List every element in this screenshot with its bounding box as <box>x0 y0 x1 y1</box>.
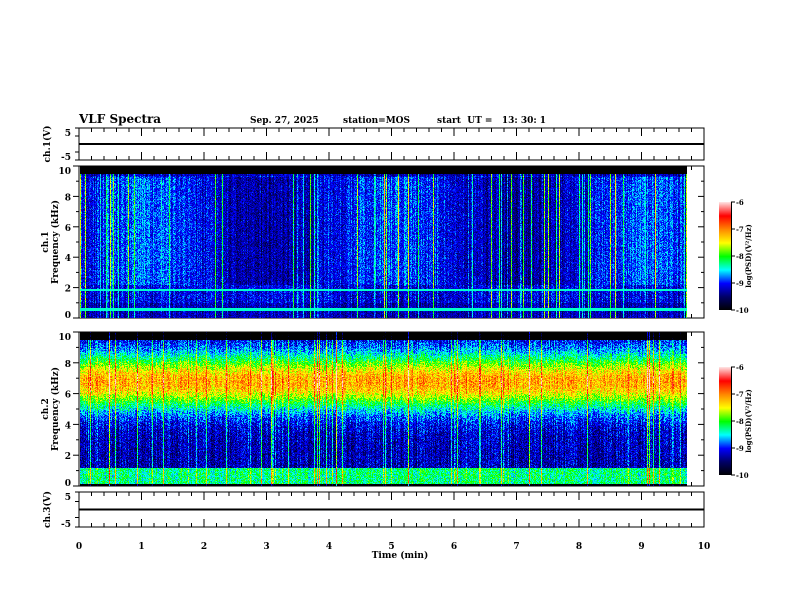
x-tick-label: 8 <box>576 542 582 552</box>
colorbar-tick-label: -6 <box>736 363 744 372</box>
y-tick-label: 5 <box>65 493 71 503</box>
ch1-colorbar <box>719 202 731 310</box>
y-tick-label: 10 <box>58 333 71 343</box>
y-tick-label: 2 <box>65 285 71 295</box>
start-time-label: start UT = 13: 30: 1 <box>437 116 546 126</box>
colorbar-tick-label: -9 <box>736 279 744 288</box>
y-axis-label: Frequency (kHz) <box>50 367 61 451</box>
x-tick-label: 4 <box>326 542 332 552</box>
y-axis-label: ch.1(V) <box>42 126 53 163</box>
ch1-spectrogram <box>80 166 694 318</box>
x-tick-label: 10 <box>698 542 711 552</box>
x-tick-label: 2 <box>201 542 207 552</box>
y-tick-label: 0 <box>65 479 71 489</box>
colorbar-tick-label: -8 <box>736 417 744 426</box>
figure-title: VLF Spectra <box>78 112 161 126</box>
colorbar-label: log(PSD)(V²/Hz) <box>744 224 753 288</box>
x-tick-label: 3 <box>263 542 269 552</box>
y-tick-label: 4 <box>65 421 71 431</box>
y-tick-label: 4 <box>65 254 71 264</box>
y-tick-label: 8 <box>65 360 71 370</box>
x-tick-label: 0 <box>76 542 82 552</box>
colorbar-tick-label: -8 <box>736 252 744 261</box>
colorbar-tick-label: -7 <box>736 225 744 234</box>
colorbar-tick-label: -6 <box>736 198 744 207</box>
x-tick-label: 7 <box>513 542 519 552</box>
colorbar-label: log(PSD)(V²/Hz) <box>744 389 753 453</box>
y-axis-label: Frequency (kHz) <box>50 200 61 284</box>
colorbar-tick-label: -9 <box>736 444 744 453</box>
x-tick-label: 1 <box>138 542 144 552</box>
colorbar-tick-label: -10 <box>736 471 749 480</box>
y-tick-label: -5 <box>61 520 71 530</box>
y-tick-label: 6 <box>65 224 71 234</box>
y-tick-label: 8 <box>65 193 71 203</box>
date-label: Sep. 27, 2025 <box>250 116 319 126</box>
y-tick-label: 10 <box>58 167 71 177</box>
ch2-spectrogram <box>80 332 694 486</box>
station-label: station=MOS <box>343 116 410 126</box>
y-axis-label-channel: ch.2 <box>41 398 51 419</box>
y-axis-label-channel: ch.1 <box>41 231 51 252</box>
y-tick-label: 6 <box>65 391 71 401</box>
x-tick-label: 5 <box>388 542 394 552</box>
y-axis-label: ch.3(V) <box>42 491 53 528</box>
x-tick-label: 6 <box>451 542 457 552</box>
x-tick-label: 9 <box>638 542 644 552</box>
y-tick-label: 2 <box>65 452 71 462</box>
y-tick-label: -5 <box>61 153 71 163</box>
colorbar-tick-label: -10 <box>736 306 749 315</box>
colorbar-tick-label: -7 <box>736 390 744 399</box>
y-tick-label: 0 <box>65 311 71 321</box>
ch2-colorbar <box>719 367 731 475</box>
x-axis-label: Time (min) <box>372 550 429 561</box>
y-tick-label: 5 <box>65 129 71 139</box>
